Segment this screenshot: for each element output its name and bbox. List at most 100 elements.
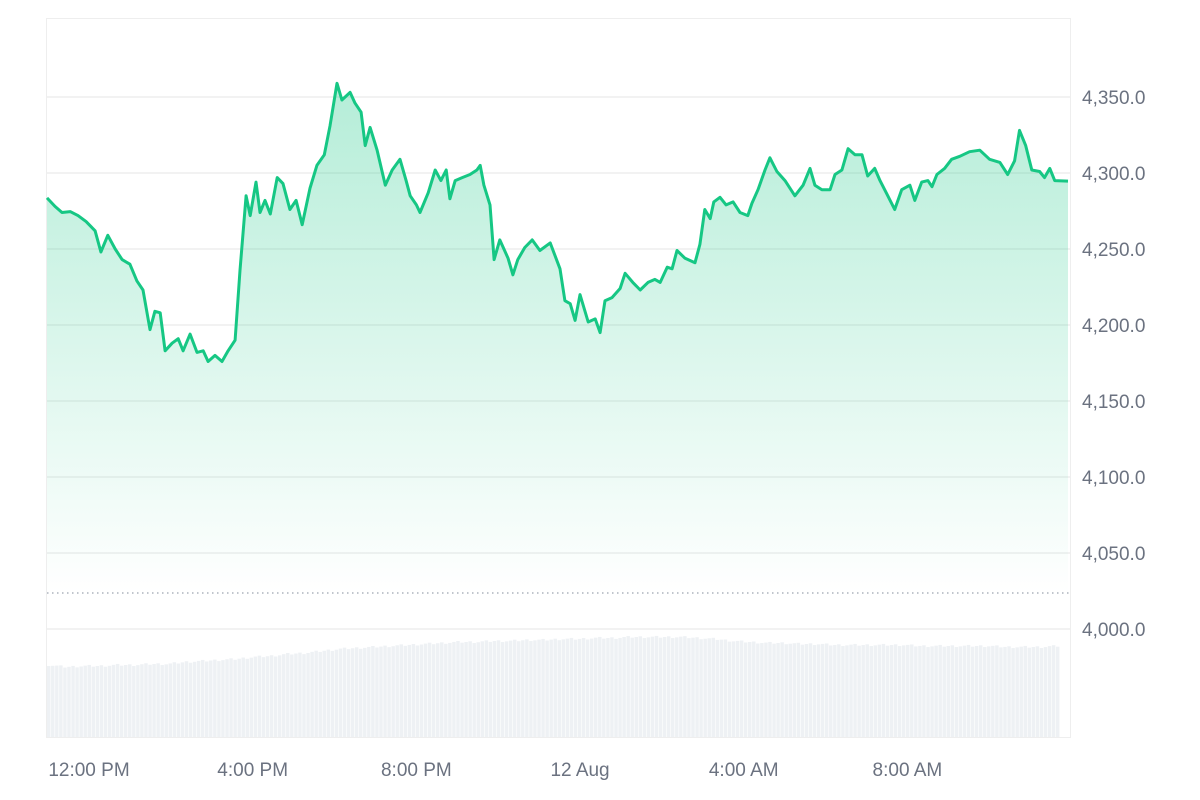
- volume-bar: [857, 645, 861, 737]
- y-tick-label: 4,000.0: [1082, 620, 1145, 641]
- volume-bar: [622, 637, 626, 737]
- volume-bar: [585, 639, 590, 737]
- volume-bar: [687, 638, 691, 737]
- volume-bar: [383, 645, 387, 737]
- volume-bar: [833, 644, 837, 737]
- volume-bar: [914, 646, 918, 737]
- volume-bar: [792, 643, 797, 737]
- volume-bar: [1047, 646, 1052, 737]
- volume-bar: [699, 639, 703, 737]
- volume-bar: [233, 659, 237, 737]
- volume-bar: [318, 651, 322, 737]
- volume-bar: [861, 645, 865, 737]
- volume-bar: [119, 665, 124, 737]
- volume-bar: [83, 665, 87, 737]
- volume-bar: [525, 639, 529, 737]
- volume-bar: [188, 662, 193, 737]
- volume-bar: [573, 639, 578, 737]
- volume-bar: [889, 645, 894, 737]
- volume-bar: [630, 637, 634, 737]
- volume-bar: [881, 643, 886, 737]
- volume-bar: [970, 646, 975, 737]
- volume-bar: [545, 640, 549, 737]
- volume-bar: [229, 658, 233, 737]
- volume-bar: [658, 637, 663, 737]
- volume-bar: [946, 646, 950, 737]
- volume-bar: [152, 664, 156, 737]
- y-tick-label: 4,250.0: [1082, 240, 1145, 261]
- volume-bar: [662, 637, 667, 737]
- volume-bar: [626, 636, 630, 737]
- volume-bar: [107, 665, 112, 737]
- volume-bar: [47, 666, 51, 737]
- volume-bar: [1031, 647, 1036, 737]
- x-tick-label: 4:00 AM: [709, 760, 779, 781]
- volume-bar: [180, 662, 185, 737]
- volume-bar: [1007, 646, 1011, 737]
- volume-bar: [160, 665, 164, 737]
- volume-bar: [683, 636, 687, 737]
- volume-bar: [650, 636, 655, 737]
- volume-bar: [1015, 647, 1019, 737]
- volume-bar: [59, 665, 63, 737]
- volume-bar: [241, 657, 245, 737]
- price-area: [47, 83, 1068, 593]
- volume-bar: [140, 664, 144, 737]
- volume-bar: [395, 645, 399, 737]
- volume-bar: [75, 667, 79, 737]
- volume-bar: [354, 647, 359, 737]
- volume-bar: [164, 664, 168, 737]
- volume-bar: [954, 647, 959, 737]
- volume-bar: [464, 642, 468, 737]
- volume-bar: [282, 654, 286, 737]
- volume-bar: [176, 663, 181, 737]
- volume-bar: [739, 640, 744, 737]
- volume-bar: [808, 643, 813, 737]
- volume-bar: [269, 655, 274, 737]
- y-tick-label: 4,200.0: [1082, 316, 1145, 337]
- volume-bar: [893, 644, 898, 737]
- volume-bar: [654, 635, 659, 737]
- volume-bar: [569, 637, 574, 737]
- volume-bar: [253, 656, 258, 737]
- volume-bar: [338, 648, 343, 737]
- volume-bar: [942, 646, 946, 737]
- volume-bar: [671, 638, 675, 737]
- volume-bar: [541, 638, 545, 737]
- y-axis: 4,350.0 4,300.0 4,250.0 4,200.0 4,150.0 4,100…: [1082, 88, 1145, 641]
- volume-bar: [363, 647, 367, 737]
- volume-bar: [399, 644, 403, 737]
- volume-bar: [796, 642, 801, 737]
- volume-bar: [922, 645, 926, 737]
- volume-bar: [440, 642, 444, 737]
- volume-bar: [1035, 646, 1040, 737]
- volume-bar: [707, 638, 711, 737]
- volume-bar: [735, 640, 740, 737]
- volume-bar: [387, 647, 391, 737]
- volume-bar: [841, 646, 845, 737]
- volume-bar: [634, 637, 638, 737]
- volume-bar: [885, 645, 890, 737]
- volume-bar: [302, 654, 306, 737]
- volume-bar: [136, 665, 140, 737]
- volume-bar: [508, 640, 513, 737]
- volume-bar: [407, 644, 412, 737]
- volume-bar: [200, 659, 205, 737]
- volume-bar: [675, 637, 679, 737]
- volume-bar: [209, 660, 213, 737]
- volume-bar: [768, 641, 772, 737]
- volume-bar: [115, 663, 120, 737]
- volume-bar: [934, 645, 938, 737]
- volume-bar: [897, 646, 902, 737]
- volume-bar: [557, 640, 562, 737]
- volume-bar: [286, 652, 290, 737]
- volume-bar: [257, 655, 262, 737]
- volume-bar: [448, 642, 452, 737]
- volume-bar: [123, 665, 128, 737]
- volume-bar: [480, 641, 485, 737]
- volume-bar: [128, 664, 132, 737]
- volume-bar: [565, 638, 570, 737]
- volume-bar: [156, 663, 160, 737]
- volume-bar: [760, 643, 764, 737]
- volume-bar: [334, 649, 339, 737]
